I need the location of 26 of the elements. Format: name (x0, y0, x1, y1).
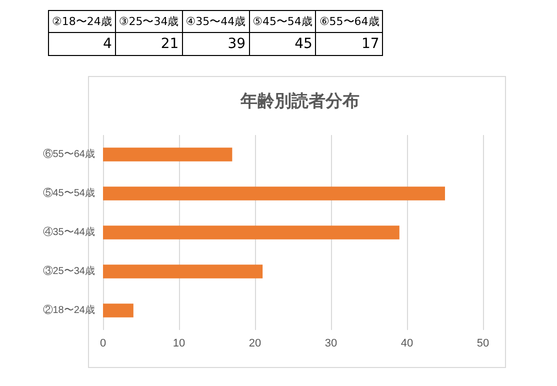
y-tick-label: ⑥55〜64歳 (42, 148, 95, 160)
x-tick-label: 40 (400, 338, 414, 350)
x-tick-label: 50 (476, 338, 490, 350)
data-label: 39 (182, 32, 250, 56)
bar (103, 148, 232, 162)
bar (103, 226, 400, 240)
y-tick-label: ④35〜44歳 (42, 226, 95, 238)
x-tick-label: 10 (172, 338, 186, 350)
data-label: 4 (48, 32, 116, 56)
category-label: ③25〜34歳 (115, 10, 182, 32)
x-tick-label: 0 (100, 338, 106, 350)
data-label: 21 (115, 32, 182, 56)
bar (103, 186, 445, 200)
bar (103, 264, 263, 278)
category-label: ⑥55〜64歳 (316, 10, 383, 32)
x-tick-label: 20 (248, 338, 262, 350)
data-label: 45 (249, 32, 316, 56)
category-label: ④35〜44歳 (182, 10, 250, 32)
chart-title: 年齢別読者分布 (240, 92, 360, 112)
x-tick-label: 30 (324, 338, 338, 350)
category-label: ⑤45〜54歳 (249, 10, 316, 32)
data-label: 17 (316, 32, 383, 56)
y-tick-label: ③25〜34歳 (42, 265, 95, 277)
y-tick-label: ⑤45〜54歳 (42, 187, 95, 199)
bar (103, 304, 134, 318)
y-tick-label: ②18〜24歳 (42, 304, 95, 316)
